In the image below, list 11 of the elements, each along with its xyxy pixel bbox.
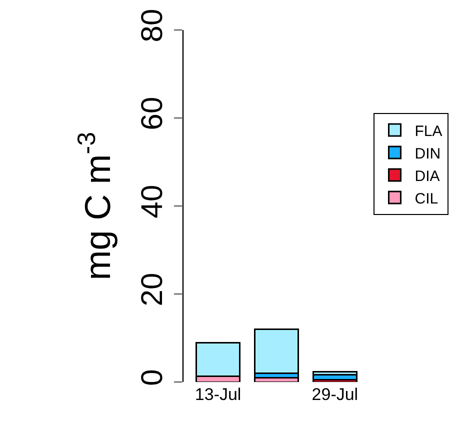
legend-label: CIL — [414, 190, 438, 208]
y-tick-label: 60 — [136, 96, 169, 130]
y-tick-label: 80 — [136, 8, 169, 42]
y-tick-label: 0 — [136, 369, 169, 386]
legend-label: DIN — [414, 145, 441, 162]
y-tick-label: 20 — [136, 272, 169, 306]
legend-label: FLA — [414, 122, 442, 140]
x-tick-label: 13-Jul — [194, 385, 242, 404]
x-tick-label: 29-Jul — [312, 385, 358, 404]
legend-label: DIA — [414, 168, 440, 185]
y-tick-label: 40 — [136, 184, 169, 218]
